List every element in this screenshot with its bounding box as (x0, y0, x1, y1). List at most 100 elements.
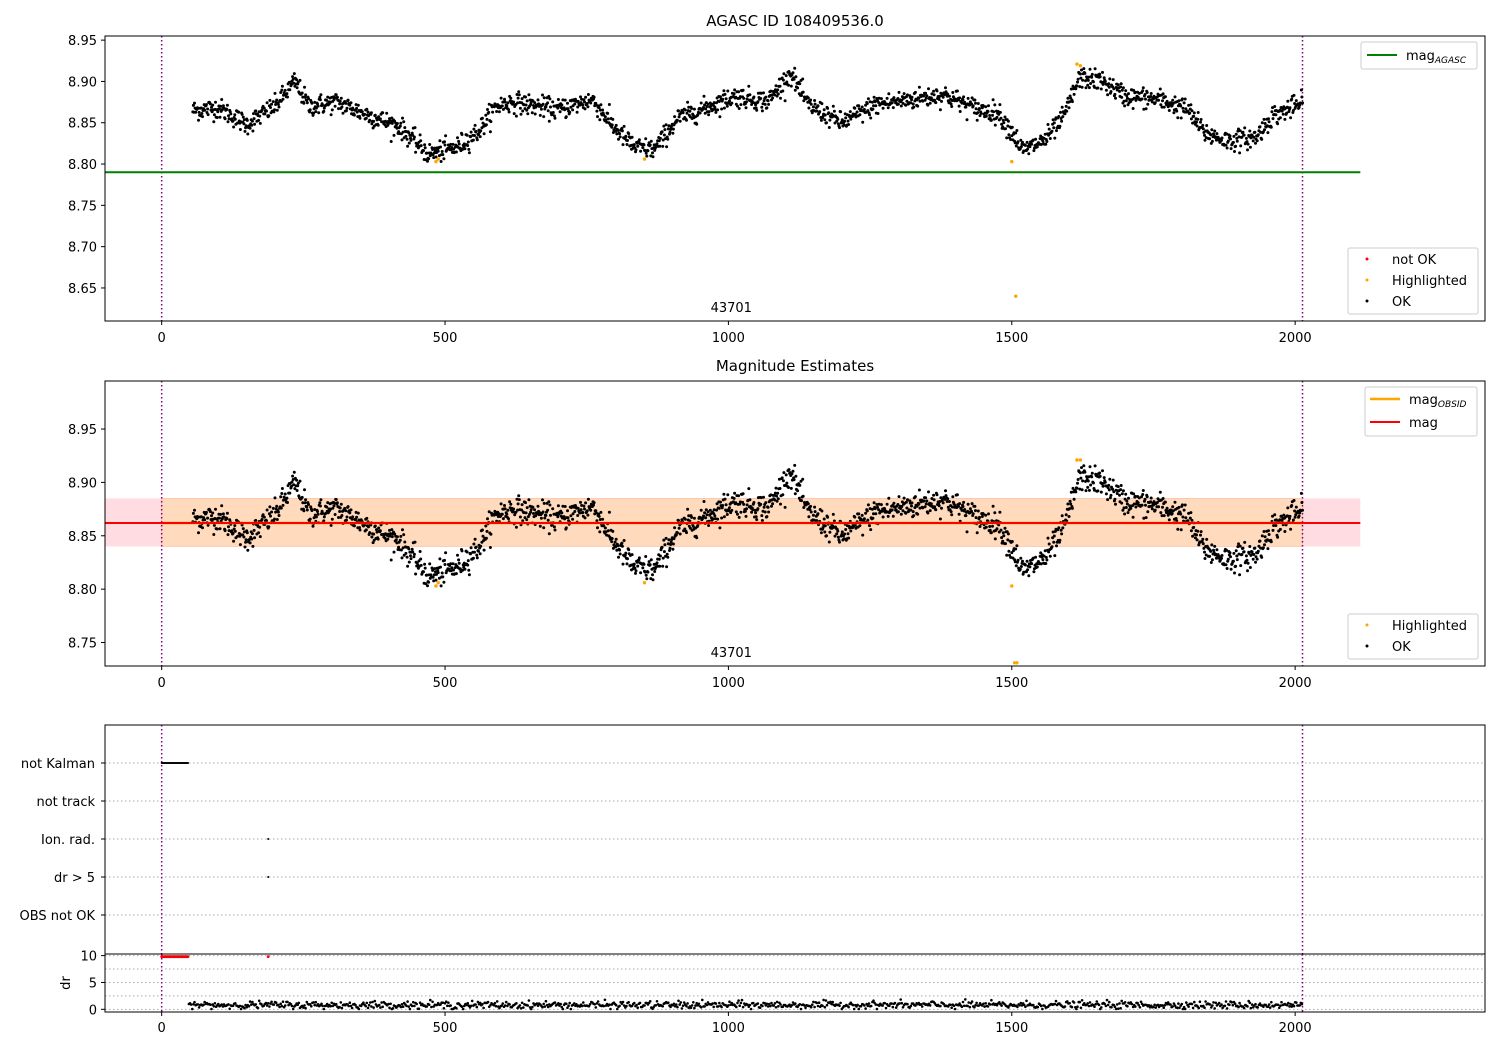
dr-point (720, 1005, 723, 1009)
dr-point (970, 1000, 974, 1003)
dr-point (852, 1007, 856, 1011)
ok-point (1179, 104, 1183, 108)
ok-point (1006, 532, 1010, 536)
ok-point (695, 536, 699, 540)
dr-point (633, 1001, 636, 1005)
ok-point (1169, 508, 1173, 512)
ok-point (1078, 72, 1082, 76)
ok-point (585, 509, 589, 513)
ok-point (868, 507, 872, 511)
ok-point (1190, 518, 1194, 522)
dr-point (672, 1002, 676, 1006)
ok-point (1078, 85, 1082, 89)
dr-point (1053, 1002, 1057, 1006)
dr-point (1223, 1004, 1227, 1008)
ok-point (733, 491, 737, 495)
ok-point (440, 571, 444, 575)
ok-point (671, 127, 675, 131)
ok-point (1260, 121, 1264, 125)
dr-point (964, 998, 967, 1001)
ok-point (787, 70, 791, 73)
ok-point (193, 508, 196, 512)
ok-point (743, 509, 747, 513)
ok-point (322, 519, 326, 523)
ok-point (531, 505, 535, 509)
ok-point (773, 491, 777, 495)
dr-point (274, 1001, 278, 1004)
ok-point (467, 573, 471, 577)
dr-point (1183, 1007, 1187, 1011)
ok-point (734, 501, 738, 505)
ok-point (932, 498, 936, 502)
ok-point (800, 94, 803, 97)
dr-point (380, 1001, 383, 1004)
dr-point (906, 1002, 909, 1006)
ok-point (912, 514, 916, 518)
ok-point (1118, 493, 1121, 497)
dr-point (529, 1007, 533, 1011)
dr-point (703, 1005, 706, 1008)
ok-point (1267, 533, 1271, 536)
ok-point (669, 540, 673, 544)
ok-point (910, 95, 914, 99)
dr-point (859, 1005, 863, 1008)
ok-point (945, 500, 949, 503)
ok-point (307, 97, 310, 101)
dr-point (898, 1002, 901, 1005)
dr-point (580, 1004, 584, 1008)
dr-point (474, 1003, 477, 1006)
dr-point (823, 1005, 827, 1009)
ok-point (726, 89, 730, 93)
ok-point (269, 106, 272, 109)
ok-point (1204, 553, 1208, 557)
ok-point (917, 488, 921, 492)
ok-point (1041, 558, 1045, 562)
ok-point (452, 568, 455, 572)
ok-point (823, 113, 827, 117)
ok-point (512, 112, 516, 116)
ok-point (1188, 516, 1192, 520)
dr-point (495, 1000, 499, 1003)
ok-point (766, 505, 770, 509)
ok-point (1266, 131, 1270, 135)
dr-point (1087, 1004, 1091, 1008)
flag-row-label: Ion. rad. (41, 833, 95, 848)
ok-point (206, 107, 210, 111)
ok-point (295, 489, 299, 492)
ok-point (971, 512, 975, 516)
ok-point (801, 477, 805, 481)
dr-point (699, 1006, 703, 1009)
ok-point (340, 514, 344, 517)
dr-point (486, 1000, 490, 1004)
dr-point (527, 999, 531, 1002)
ok-point (1058, 124, 1062, 128)
ok-point (671, 547, 675, 551)
ok-point (911, 102, 915, 106)
ok-point (1209, 133, 1213, 137)
dr-point (545, 1003, 549, 1007)
ok-point (1086, 83, 1090, 87)
ok-point (1179, 116, 1183, 120)
ok-point (666, 555, 670, 559)
dr-point (391, 1007, 395, 1010)
ok-point (219, 104, 223, 108)
ok-point (665, 552, 669, 556)
dr-point (569, 1007, 573, 1011)
ok-point (522, 103, 526, 107)
ok-point (1153, 508, 1157, 512)
ok-point (696, 523, 700, 527)
ok-point (288, 491, 292, 495)
ok-point (335, 501, 339, 505)
ok-point (1108, 477, 1112, 481)
ok-point (687, 105, 691, 109)
ok-point (253, 536, 257, 540)
dr-point (408, 1007, 412, 1011)
ok-point (978, 107, 981, 110)
dr-point (475, 1005, 479, 1009)
dr-point (297, 1001, 301, 1005)
ok-point (1181, 106, 1185, 110)
ok-point (1182, 101, 1186, 105)
dr-point (1138, 1006, 1142, 1009)
ok-point (310, 509, 314, 512)
ok-point (495, 110, 499, 113)
